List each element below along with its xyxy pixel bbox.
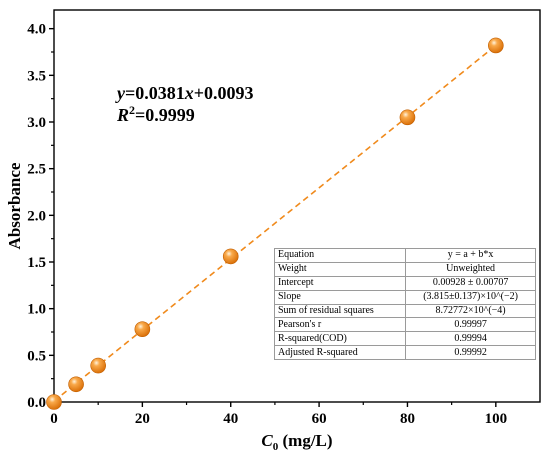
- stats-label: Equation: [273, 248, 407, 263]
- fit-equation: y=0.0381x+0.0093: [115, 83, 254, 103]
- r-squared-label: R2=0.9999: [116, 103, 195, 125]
- y-tick-label: 3.0: [27, 115, 46, 131]
- y-tick-label: 0.5: [27, 348, 46, 364]
- stats-value: 0.99997: [405, 317, 536, 333]
- stats-row: Weight Unweighted: [273, 261, 536, 277]
- x-tick-label: 100: [485, 411, 508, 427]
- x-tick-label: 40: [223, 411, 238, 427]
- data-point: [222, 248, 239, 265]
- data-point: [399, 109, 416, 126]
- x-tick-label: 20: [135, 411, 150, 427]
- stats-label: Adjusted R-squared: [273, 345, 407, 361]
- x-tick-label: 60: [312, 411, 327, 427]
- stats-row: Sum of residual squares 8.72772×10^(−4): [273, 303, 536, 319]
- stats-value: (3.815±0.137)×10^(−2): [405, 289, 536, 305]
- y-tick-label: 3.5: [27, 68, 46, 84]
- x-axis-title: C0 (mg/L): [261, 431, 332, 453]
- stats-value: 0.99994: [405, 331, 536, 347]
- stats-row: Pearson's r 0.99997: [273, 317, 536, 333]
- y-tick-label: 1.5: [27, 255, 46, 271]
- data-points: [46, 37, 504, 410]
- fit-stats-table: Equation y = a + b*x Weight Unweighted Inter…: [273, 248, 536, 361]
- stats-row: Slope (3.815±0.137)×10^(−2): [273, 289, 536, 305]
- stats-label: Intercept: [273, 275, 407, 291]
- y-tick-label: 0.0: [27, 395, 46, 411]
- y-axis-title: Absorbance: [5, 162, 24, 249]
- stats-row: Intercept 0.00928 ± 0.00707: [273, 275, 536, 291]
- stats-value: 8.72772×10^(−4): [405, 303, 536, 319]
- fit-line: [53, 44, 497, 402]
- stats-label: Weight: [273, 261, 407, 277]
- y-tick-label: 2.0: [27, 208, 46, 224]
- data-point: [488, 37, 504, 54]
- stats-label: R-squared(COD): [273, 331, 407, 347]
- stats-value: Unweighted: [405, 261, 536, 277]
- y-tick-label: 4.0: [27, 22, 46, 38]
- plot-frame: [53, 9, 541, 403]
- stats-row: Adjusted R-squared 0.99992: [273, 345, 536, 361]
- fit-line-group: [53, 44, 497, 402]
- x-tick-label: 0: [50, 411, 58, 427]
- stats-row: Equation y = a + b*x: [273, 248, 536, 263]
- axis-ticks: 0 20 40 60 80 100 0.0 0.5 1.0 1.5 2.0 2.5 3.0 3.5 4.0: [27, 22, 507, 427]
- y-tick-label: 1.0: [27, 302, 46, 318]
- stats-label: Sum of residual squares: [273, 303, 407, 319]
- stats-label: Pearson's r: [273, 317, 407, 333]
- stats-value: 0.00928 ± 0.00707: [405, 275, 536, 291]
- y-tick-label: 2.5: [27, 162, 46, 178]
- data-point: [46, 394, 62, 410]
- stats-label: Slope: [273, 289, 407, 305]
- data-point: [68, 376, 84, 393]
- x-tick-label: 80: [400, 411, 415, 427]
- data-point: [134, 321, 151, 338]
- data-point: [90, 357, 106, 374]
- stats-row: R-squared(COD) 0.99994: [273, 331, 536, 347]
- stats-value: 0.99992: [405, 345, 536, 361]
- stats-value: y = a + b*x: [405, 248, 536, 263]
